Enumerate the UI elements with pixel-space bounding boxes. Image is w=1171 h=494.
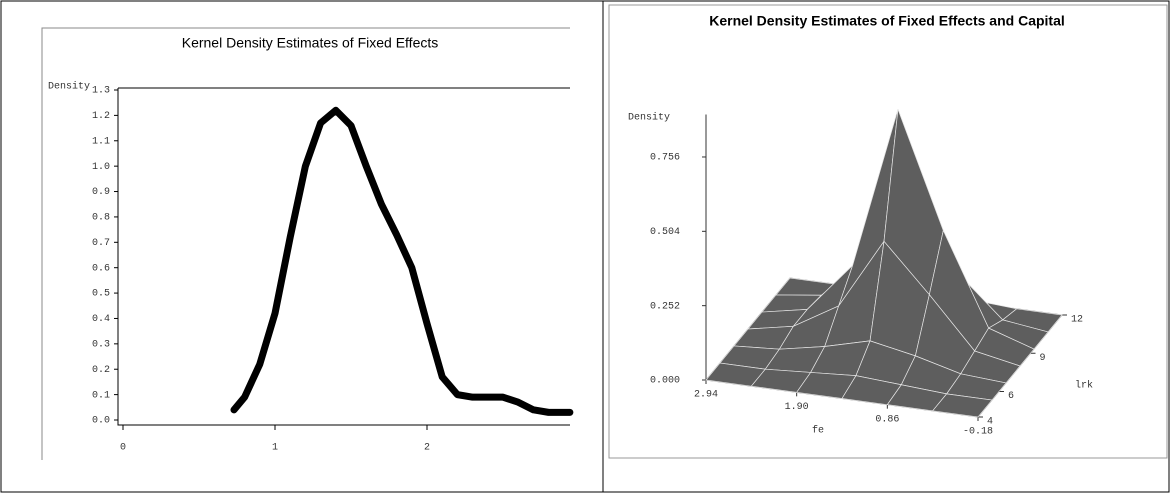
chart-title: Kernel Density Estimates of Fixed Effect…	[182, 35, 439, 51]
y-tick-label: 6	[1008, 391, 1014, 402]
y-tick-label: 1.3	[92, 86, 110, 97]
y-tick-label: 0.5	[92, 289, 110, 300]
x-tick-label: 1.90	[785, 402, 809, 413]
y-tick-label: 4	[987, 417, 993, 428]
y-tick-label: 0.9	[92, 187, 110, 198]
y-tick-label: 0.6	[92, 263, 110, 274]
z-tick-label: 0.000	[650, 376, 680, 387]
x-tick-label: 2.94	[694, 390, 718, 401]
z-axis-label: Density	[628, 112, 670, 124]
y-tick-label: 0.0	[92, 416, 110, 427]
x-tick-label: 0	[120, 443, 126, 454]
x-axis-label: fe	[812, 425, 824, 437]
z-tick-label: 0.252	[650, 301, 680, 312]
y-axis-label: lrk	[1075, 380, 1093, 392]
x-tick-label: -0.18	[963, 427, 993, 438]
y-tick-label: 0.3	[92, 339, 110, 350]
z-tick-label: 0.504	[650, 227, 680, 238]
y-tick-label: 0.7	[92, 238, 110, 249]
y-tick-label: 0.8	[92, 213, 110, 224]
y-tick-label: 1.1	[92, 136, 110, 147]
density-line	[230, 106, 574, 416]
surface-cell	[931, 393, 993, 418]
chart-title: Kernel Density Estimates of Fixed Effect…	[709, 13, 1065, 29]
z-tick-label: 0.756	[650, 153, 680, 164]
right-frame	[608, 4, 1168, 459]
left-frame	[41, 27, 570, 460]
x-tick-label: 2	[424, 443, 430, 454]
y-tick-label: 0.1	[92, 390, 110, 401]
y-tick-label: 0.2	[92, 365, 110, 376]
x-tick-label: 0.86	[875, 414, 899, 425]
x-tick-label: 1	[272, 443, 278, 454]
y-tick-label: 9	[1040, 353, 1046, 364]
left-axes	[117, 87, 570, 426]
y-tick-label: 12	[1071, 315, 1083, 326]
y-tick-label: 1.0	[92, 162, 110, 173]
y-axis-label: Density	[48, 81, 90, 93]
y-tick-label: 1.2	[92, 111, 110, 122]
y-tick-label: 0.4	[92, 314, 110, 325]
